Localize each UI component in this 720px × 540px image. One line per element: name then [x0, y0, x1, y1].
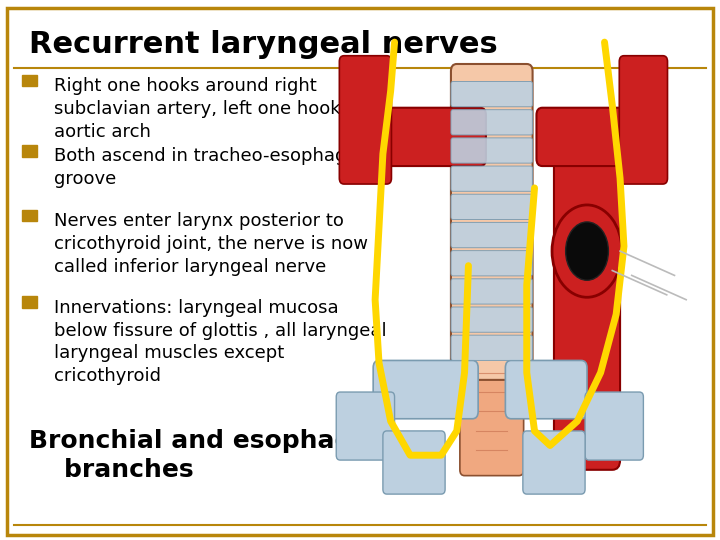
FancyBboxPatch shape [7, 8, 713, 535]
FancyBboxPatch shape [451, 279, 533, 304]
FancyBboxPatch shape [451, 307, 533, 332]
Text: Nerves enter larynx posterior to
cricothyroid joint, the nerve is now
called inf: Nerves enter larynx posterior to cricoth… [54, 212, 368, 276]
FancyBboxPatch shape [460, 342, 523, 476]
Text: Bronchial and esophageal
    branches: Bronchial and esophageal branches [29, 429, 395, 482]
Bar [22, 145, 37, 157]
FancyBboxPatch shape [619, 56, 667, 184]
FancyBboxPatch shape [554, 120, 620, 470]
FancyBboxPatch shape [451, 64, 533, 380]
FancyBboxPatch shape [451, 251, 533, 276]
FancyBboxPatch shape [451, 82, 533, 107]
FancyBboxPatch shape [383, 431, 445, 494]
Text: Both ascend in tracheo-esophageal
groove: Both ascend in tracheo-esophageal groove [54, 147, 374, 188]
Ellipse shape [552, 205, 622, 297]
FancyBboxPatch shape [339, 56, 392, 184]
Text: Right one hooks around right
subclavian artery, left one hooks
aortic arch: Right one hooks around right subclavian … [54, 77, 350, 141]
FancyBboxPatch shape [451, 138, 533, 163]
Text: Innervations: laryngeal mucosa
below fissure of glottis , all laryngeal
laryngea: Innervations: laryngeal mucosa below fis… [54, 299, 387, 386]
FancyBboxPatch shape [451, 110, 533, 135]
Text: Recurrent laryngeal nerves: Recurrent laryngeal nerves [29, 30, 498, 59]
FancyBboxPatch shape [505, 361, 587, 419]
FancyBboxPatch shape [585, 392, 644, 460]
FancyBboxPatch shape [373, 361, 478, 419]
Ellipse shape [566, 222, 608, 280]
FancyBboxPatch shape [523, 431, 585, 494]
FancyBboxPatch shape [451, 166, 533, 191]
FancyBboxPatch shape [336, 392, 395, 460]
FancyBboxPatch shape [342, 107, 486, 166]
Bar [22, 296, 37, 308]
FancyBboxPatch shape [536, 107, 657, 166]
FancyBboxPatch shape [451, 194, 533, 220]
Bar [22, 210, 37, 221]
FancyBboxPatch shape [451, 335, 533, 361]
Bar [22, 75, 37, 86]
FancyBboxPatch shape [451, 222, 533, 248]
